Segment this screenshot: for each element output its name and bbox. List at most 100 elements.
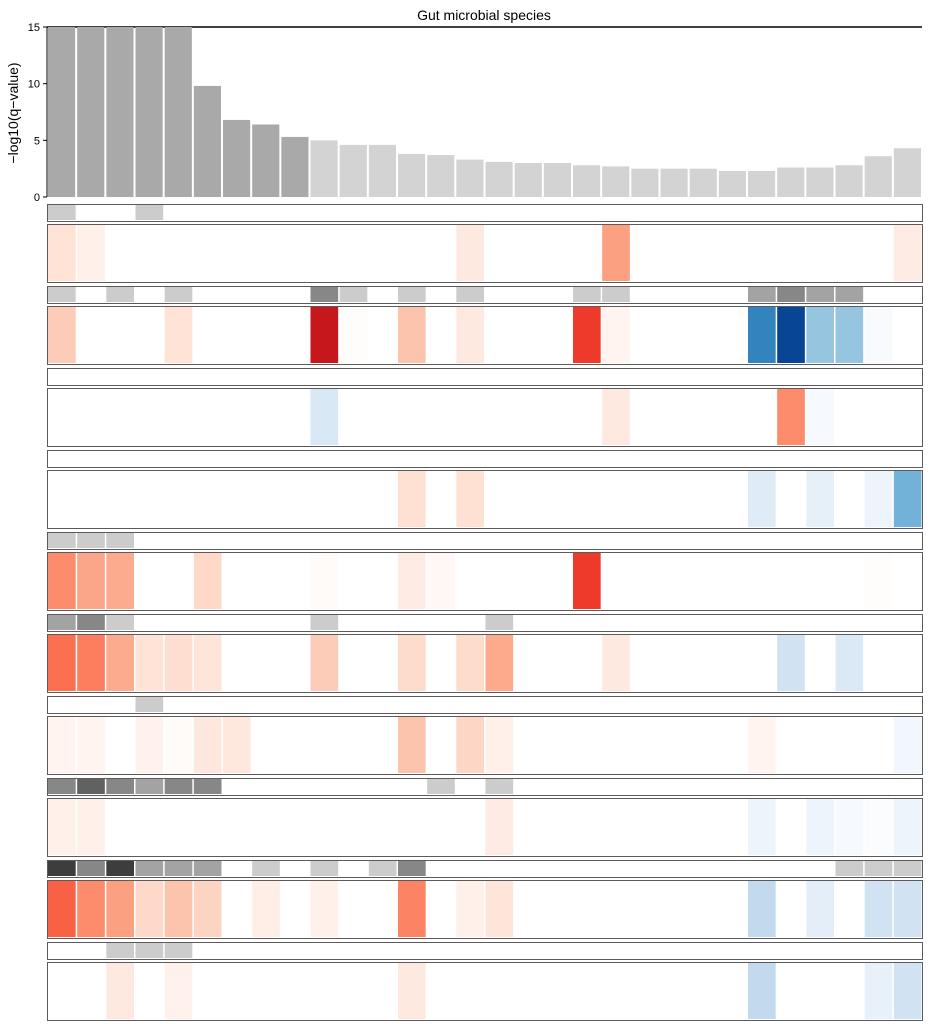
effect-cell [485, 635, 514, 691]
bar [893, 148, 921, 197]
effect-cell [398, 553, 426, 609]
annotation-track [47, 204, 923, 283]
significance-cell [48, 533, 76, 548]
effect-cell [456, 225, 484, 281]
significance-cell [48, 287, 76, 302]
effect-cell [748, 963, 776, 1019]
effect-cell [193, 553, 222, 609]
bar [543, 163, 571, 197]
bar [864, 156, 892, 197]
effect-cell [77, 553, 105, 609]
effect-cell [398, 963, 426, 1019]
effect-cell [602, 225, 630, 281]
significance-cell [48, 861, 76, 876]
effect-cell [135, 881, 164, 937]
effect-cell [310, 307, 339, 363]
significance-strip-frame [47, 614, 923, 632]
effect-heatmap-frame [47, 962, 923, 1021]
effect-cell [106, 635, 134, 691]
effect-cell [48, 635, 76, 691]
significance-strip-frame [47, 286, 923, 304]
effect-heatmap-frame [47, 798, 923, 857]
y-tick-label: 10 [28, 79, 40, 91]
significance-cell [368, 861, 397, 876]
bar [193, 85, 221, 197]
significance-cell [106, 861, 134, 876]
bar [223, 119, 251, 197]
effect-cell [806, 799, 834, 855]
bar [602, 166, 630, 197]
significance-cell [135, 697, 164, 712]
effect-cell [893, 963, 922, 1019]
significance-cell [77, 779, 105, 794]
effect-cell [864, 553, 893, 609]
significance-cell [893, 861, 922, 876]
bar [252, 124, 280, 197]
effect-cell [864, 307, 893, 363]
significance-cell [48, 205, 76, 220]
effect-cell [602, 307, 630, 363]
significance-strip-frame [47, 696, 923, 714]
effect-cell [864, 881, 893, 937]
bar [135, 27, 163, 197]
bar [748, 170, 776, 197]
significance-cell [106, 287, 134, 302]
significance-cell [135, 779, 164, 794]
effect-cell [864, 799, 893, 855]
effect-cell [398, 635, 426, 691]
significance-strip-frame [47, 204, 923, 222]
effect-cell [48, 799, 76, 855]
significance-cell [164, 287, 193, 302]
y-axis-label: −log10(q−value) [5, 62, 21, 163]
significance-cell [777, 287, 805, 302]
significance-cell [106, 943, 134, 958]
effect-cell [48, 307, 76, 363]
bar [77, 27, 105, 197]
bar [806, 167, 834, 197]
annotation-tracks [47, 204, 923, 1021]
effect-cell [77, 881, 105, 937]
annotation-track [47, 532, 923, 611]
annotation-track [47, 942, 923, 1021]
effect-cell [456, 635, 484, 691]
effect-cell [48, 225, 76, 281]
significance-cell [106, 533, 134, 548]
significance-cell [485, 615, 514, 630]
bar [106, 27, 134, 197]
effect-cell [485, 717, 514, 773]
effect-cell [602, 635, 630, 691]
effect-cell [456, 471, 484, 527]
effect-cell [893, 881, 922, 937]
effect-cell [252, 881, 280, 937]
bar [485, 161, 513, 197]
effect-cell [164, 881, 193, 937]
significance-strip-frame [47, 860, 923, 878]
effect-cell [573, 553, 601, 609]
bar [718, 170, 746, 197]
significance-cell [427, 779, 455, 794]
bar [427, 155, 455, 197]
significance-cell [164, 861, 193, 876]
annotation-track [47, 450, 923, 529]
effect-cell [164, 307, 193, 363]
effect-heatmap-frame [47, 880, 923, 939]
effect-cell [135, 635, 164, 691]
effect-cell [806, 307, 834, 363]
significance-strip-frame [47, 942, 923, 960]
effect-cell [893, 225, 922, 281]
significance-cell [339, 287, 368, 302]
effect-cell [398, 307, 426, 363]
effect-cell [748, 717, 776, 773]
effect-heatmap-frame [47, 634, 923, 693]
chart-title: Gut microbial species [417, 7, 551, 23]
effect-cell [893, 799, 922, 855]
significance-cell [806, 287, 834, 302]
effect-cell [748, 471, 776, 527]
effect-cell [864, 471, 893, 527]
effect-cell [806, 471, 834, 527]
significance-strip-frame [47, 532, 923, 550]
effect-cell [223, 717, 251, 773]
effect-cell [77, 799, 105, 855]
bar [514, 163, 542, 197]
